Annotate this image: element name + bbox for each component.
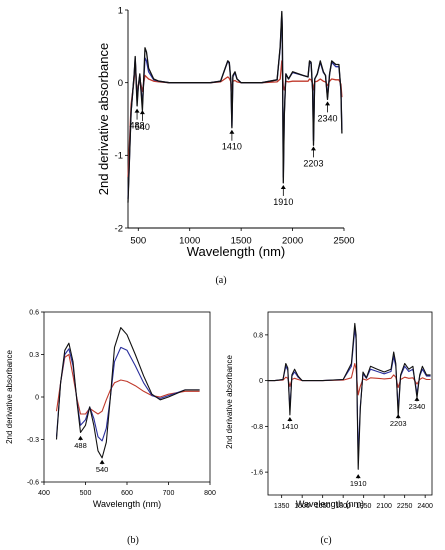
annotation-label: 1910 xyxy=(350,479,367,488)
y-tick-label: -0.6 xyxy=(27,479,39,486)
x-tick-label: 1950 xyxy=(356,503,372,510)
x-tick-label: 2500 xyxy=(333,236,354,247)
annotation-arrowhead xyxy=(325,101,331,106)
annotation-arrowhead xyxy=(310,146,316,151)
y-tick-label: -0.8 xyxy=(251,424,263,431)
series-line-black xyxy=(55,327,200,459)
annotation-label: 2340 xyxy=(409,402,426,411)
annotation-arrowhead xyxy=(280,184,286,189)
y-tick-label: 0 xyxy=(118,78,123,89)
annotation-arrowhead xyxy=(78,435,84,440)
x-tick-label: 1800 xyxy=(335,503,351,510)
annotation-label: 540 xyxy=(135,122,150,132)
x-tick-label: 600 xyxy=(121,490,133,497)
x-tick-label: 1000 xyxy=(179,236,200,247)
y-tick-label: -1.6 xyxy=(251,470,263,477)
x-tick-label: 1650 xyxy=(315,503,331,510)
x-tick-label: 2100 xyxy=(376,503,392,510)
x-tick-label: 1500 xyxy=(231,236,252,247)
y-axis-title: 2nd derivative absorbance xyxy=(96,43,111,196)
chart-panel-c: 1350 1500 1650 1800 1950 2100 2250 2400 0.8 0 -0.8… xyxy=(225,311,433,546)
series-line-blue xyxy=(127,12,343,199)
annotation-arrowhead xyxy=(139,110,145,115)
annotation-arrowhead xyxy=(229,129,235,134)
x-tick-label: 2250 xyxy=(397,503,413,510)
y-tick-label: 1 xyxy=(118,5,123,16)
y-tick-label: 0 xyxy=(259,378,263,385)
x-tick-label: 2400 xyxy=(417,503,433,510)
panel-label: (b) xyxy=(127,535,139,546)
annotation-label: 2203 xyxy=(390,419,407,428)
x-axis-title: Wavelength (nm) xyxy=(187,244,286,259)
x-tick-label: 2000 xyxy=(282,236,303,247)
x-tick-label: 500 xyxy=(130,236,146,247)
annotation-label: 488 xyxy=(74,441,87,450)
annotation-label: 1410 xyxy=(282,422,299,431)
annotation-label: 540 xyxy=(96,465,109,474)
annotation-arrowhead xyxy=(287,416,293,421)
x-tick-label: 500 xyxy=(80,490,92,497)
panel-label: (a) xyxy=(215,275,226,286)
x-tick-label: 400 xyxy=(38,490,50,497)
series-line-black xyxy=(127,10,343,203)
y-tick-label: 0 xyxy=(35,394,39,401)
plot-frame xyxy=(43,311,211,483)
y-axis-title: 2nd derivative absorbance xyxy=(5,350,14,444)
x-tick-label: 700 xyxy=(163,490,175,497)
series-line-blue xyxy=(55,346,200,442)
y-tick-label: 0.6 xyxy=(29,309,39,316)
plot-frame xyxy=(267,311,433,496)
y-tick-label: 0.3 xyxy=(29,352,39,359)
x-tick-label: 1350 xyxy=(274,503,290,510)
annotation-arrowhead xyxy=(395,414,401,419)
chart-panel-b: 400 500 600 700 800 -0.6 -0.3 0 0.3 0.6 488 540 Wave… xyxy=(5,309,216,546)
x-tick-label: 800 xyxy=(204,490,216,497)
x-axis-title: Wavelength (nm) xyxy=(296,499,364,509)
series-line-red xyxy=(127,60,343,178)
series-line-blue xyxy=(268,328,431,459)
annotation-arrowhead xyxy=(99,459,105,464)
x-axis-title: Wavelength (nm) xyxy=(93,499,161,509)
panel-label: (c) xyxy=(320,535,331,546)
y-axis-title: 2nd derivative absorbance xyxy=(225,355,234,449)
annotation-arrowhead xyxy=(414,396,420,401)
y-tick-label: -0.3 xyxy=(27,437,39,444)
series-line-black xyxy=(268,322,431,470)
annotation-label: 2340 xyxy=(318,113,338,123)
annotation-label: 2203 xyxy=(303,158,323,168)
annotation-arrowhead xyxy=(355,474,361,479)
annotation-label: 1410 xyxy=(222,142,242,152)
x-tick-label: 1500 xyxy=(294,503,310,510)
annotation-label: 488 xyxy=(130,121,145,131)
y-tick-label: -1 xyxy=(115,151,123,162)
annotation-label: 1910 xyxy=(273,197,293,207)
y-tick-label: -2 xyxy=(115,223,123,234)
y-tick-label: 0.8 xyxy=(253,332,263,339)
annotation-arrowhead xyxy=(134,108,140,113)
